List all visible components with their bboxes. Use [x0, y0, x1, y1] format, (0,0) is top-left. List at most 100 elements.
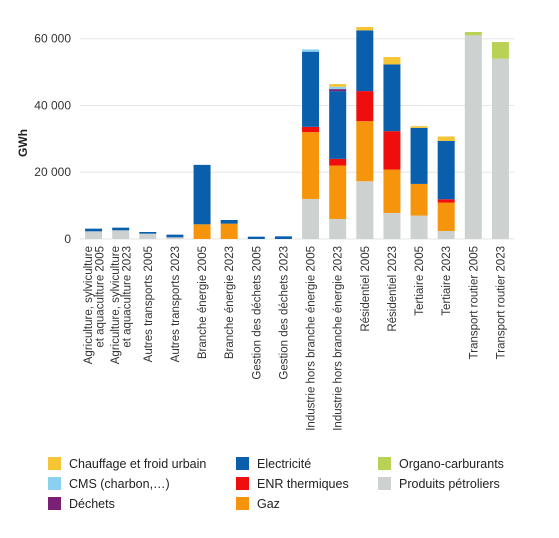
x-category-label-line: Résidentiel 2023	[387, 246, 399, 332]
x-category-label-line: et aquaculture 2023	[121, 246, 133, 348]
legend-label: Produits pétroliers	[399, 477, 500, 491]
x-category-label-line: Tertiaire 2005	[414, 246, 426, 316]
x-category-label: Résidentiel 2023	[387, 246, 399, 332]
bar-segment	[356, 27, 374, 31]
x-category-label: Gestion des déchets 2005	[251, 246, 263, 380]
bar-segment	[85, 228, 103, 232]
bar-segment	[491, 58, 509, 239]
x-category-label-line: Industrie hors branche énergie 2005	[306, 246, 318, 431]
bar-segment	[139, 233, 157, 239]
bar-segment	[356, 181, 374, 239]
bar-segment	[193, 224, 211, 239]
y-tick-label: 20 000	[34, 165, 71, 179]
x-category-label-line: Agriculture, sylviculture	[110, 246, 122, 364]
bar-segment	[437, 202, 455, 231]
legend-swatch	[378, 457, 391, 470]
x-category-label-line: Branche énergie 2023	[224, 246, 236, 359]
x-category-label-line: Branche énergie 2005	[197, 246, 209, 359]
bar-segment	[112, 227, 130, 231]
bar-segment	[383, 169, 401, 213]
y-tick-label: 0	[64, 232, 71, 246]
x-category-label-line: Transport routier 2023	[495, 246, 507, 359]
legend-item: Déchets	[48, 497, 115, 511]
legend-swatch	[236, 457, 249, 470]
x-category-label-line: Industrie hors branche énergie 2023	[333, 246, 345, 431]
legend-swatch	[378, 477, 391, 490]
x-category-label: Branche énergie 2023	[224, 246, 236, 359]
legend-label: Déchets	[69, 497, 115, 511]
bar-segment	[85, 231, 103, 239]
bar-segment	[302, 198, 320, 239]
legend-item: Gaz	[236, 497, 280, 511]
bar-segment	[302, 132, 320, 199]
bar-segment	[329, 158, 347, 166]
bar-segment	[464, 35, 482, 239]
x-category-label-line: Tertiaire 2023	[441, 246, 453, 316]
x-category-label: Tertiaire 2005	[414, 246, 426, 316]
legend-label: ENR thermiques	[257, 477, 349, 491]
x-category-label: Branche énergie 2005	[197, 246, 209, 359]
bar-segment	[356, 91, 374, 122]
bar-segment	[193, 164, 211, 225]
bar-segment	[437, 199, 455, 203]
bar-segment	[437, 140, 455, 200]
x-category-label: Autres transports 2005	[143, 246, 155, 362]
x-category-label: Tertiaire 2023	[441, 246, 453, 316]
legend-swatch	[236, 497, 249, 510]
legend-item: Organo-carburants	[378, 457, 504, 471]
legend-item: Produits pétroliers	[378, 477, 500, 491]
x-category-label: Résidentiel 2005	[360, 246, 372, 332]
legend-swatch	[236, 477, 249, 490]
x-category-label: Industrie hors branche énergie 2005	[306, 246, 318, 431]
bar-segment	[356, 30, 374, 92]
y-tick-label: 60 000	[34, 32, 71, 46]
bar-segment	[329, 218, 347, 239]
x-category-label: Agriculture, sylviculture et aquaculture …	[110, 246, 134, 364]
bar-segment	[383, 57, 401, 65]
bar-segment	[410, 126, 428, 128]
legend-swatch	[48, 457, 61, 470]
legend-label: CMS (charbon,…)	[69, 477, 170, 491]
bar-segment	[383, 131, 401, 170]
x-category-label: Autres transports 2023	[170, 246, 182, 362]
bar-segment	[464, 32, 482, 36]
bar-segment	[437, 136, 455, 141]
x-category-label-line: Gestion des déchets 2023	[278, 246, 290, 380]
bar-segment	[383, 64, 401, 132]
y-tick-label: 40 000	[34, 98, 71, 112]
bar-segment	[166, 234, 184, 238]
bar-segment	[166, 237, 184, 239]
x-category-labels: Agriculture, sylviculture et aquaculture …	[83, 246, 508, 431]
x-category-label-line: et aquaculture 2005	[94, 246, 106, 348]
x-category-label-line: Gestion des déchets 2005	[251, 246, 263, 380]
bar-segment	[220, 219, 238, 224]
x-category-label: Industrie hors branche énergie 2023	[333, 246, 345, 431]
x-category-label-line: Résidentiel 2005	[360, 246, 372, 332]
legend: Chauffage et froid urbain CMS (charbon,…)…	[48, 457, 504, 511]
bars	[85, 27, 509, 239]
bar-segment	[220, 223, 238, 239]
bar-segment	[410, 215, 428, 239]
legend-item: ENR thermiques	[236, 477, 349, 491]
x-category-label: Transport routier 2023	[495, 246, 507, 359]
x-category-label: Transport routier 2005	[468, 246, 480, 359]
bar-segment	[410, 183, 428, 216]
bar-segment	[112, 230, 130, 239]
legend-swatch	[48, 497, 61, 510]
x-category-label-line: Agriculture, sylviculture	[83, 246, 95, 364]
legend-item: Electricité	[236, 457, 311, 471]
bar-segment	[302, 51, 320, 127]
x-category-label-line: Transport routier 2005	[468, 246, 480, 359]
legend-label: Gaz	[257, 497, 280, 511]
bar-segment	[410, 127, 428, 184]
legend-label: Electricité	[257, 457, 311, 471]
bar-segment	[383, 212, 401, 239]
y-axis-title: GWh	[16, 129, 30, 157]
bar-segment	[329, 86, 347, 90]
bar-segment	[247, 236, 265, 239]
bar-segment	[329, 84, 347, 87]
x-category-label: Agriculture, sylviculture et aquaculture …	[83, 246, 107, 364]
x-category-label-line: Autres transports 2005	[143, 246, 155, 362]
